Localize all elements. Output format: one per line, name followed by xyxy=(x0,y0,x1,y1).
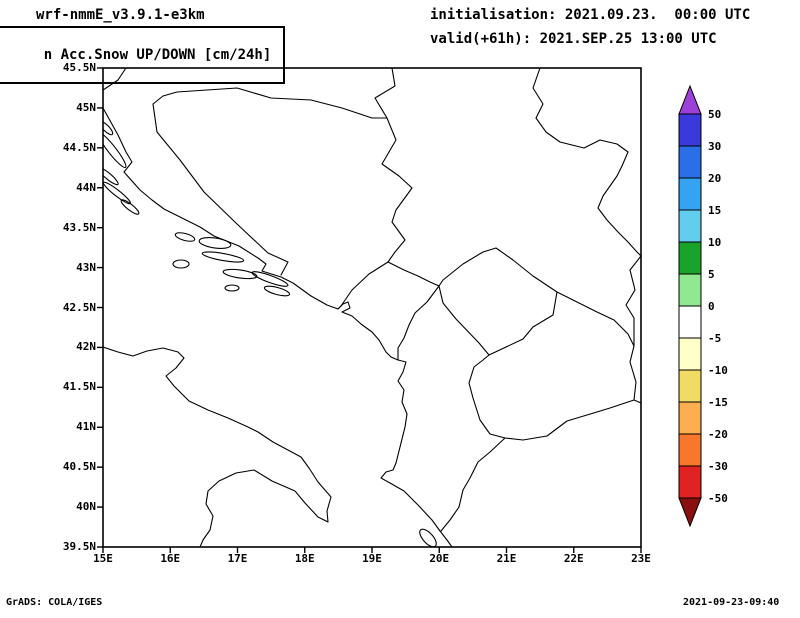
y-tick-label: 42N xyxy=(76,340,96,354)
border-slovenia-croatia xyxy=(103,68,127,91)
colorbar-segment xyxy=(678,273,702,307)
colorbar-label: -5 xyxy=(708,332,721,345)
island xyxy=(224,284,240,292)
colorbar-label: 10 xyxy=(708,236,721,249)
colorbar-segment xyxy=(678,401,702,435)
colorbar-segment xyxy=(678,241,702,275)
island xyxy=(201,251,245,263)
x-tick-label: 22E xyxy=(563,552,584,565)
x-tick-label: 15E xyxy=(93,552,113,565)
colorbar-segment xyxy=(678,113,702,147)
x-tick-label: 16E xyxy=(160,552,181,565)
island xyxy=(251,271,289,287)
y-tick-label: 43N xyxy=(76,260,96,274)
island xyxy=(103,120,114,136)
border-bulgaria-greece xyxy=(633,399,641,404)
colorbar-label: -50 xyxy=(708,492,728,505)
border-serbia-macedonia xyxy=(556,291,635,347)
border-montenegro-serbia xyxy=(387,261,440,287)
island xyxy=(198,237,232,249)
border-albania-greece xyxy=(440,437,506,532)
y-tick-label: 40N xyxy=(76,500,96,514)
colorbar-segment xyxy=(678,433,702,467)
colorbar-segment xyxy=(678,465,702,499)
colorbar-label: 15 xyxy=(708,204,721,217)
colorbar-segment xyxy=(678,369,702,403)
y-tick-label: 44.5N xyxy=(62,140,96,154)
grads-stamp: GrADS: COLA/IGES xyxy=(6,597,103,608)
y-tick-label: 45.5N xyxy=(62,61,96,74)
x-tick-label: 17E xyxy=(227,552,248,565)
border-serbia-romania xyxy=(532,68,641,257)
colorbar-segment xyxy=(678,145,702,179)
plot-border xyxy=(102,67,642,548)
product-title-box: n Acc.Snow UP/DOWN [cm/24h] xyxy=(0,26,286,84)
x-tick-label: 23E xyxy=(631,552,651,565)
island xyxy=(263,285,291,297)
x-tick-label: 18E xyxy=(294,552,315,565)
colorbar-segment xyxy=(678,337,702,371)
y-tick-label: 40.5N xyxy=(62,460,96,474)
colorbar-segment xyxy=(678,177,702,211)
colorbar-arrow-up xyxy=(678,84,702,115)
x-tick-label: 20E xyxy=(429,552,450,565)
island xyxy=(419,528,437,547)
border-montenegro-albania xyxy=(397,285,440,361)
border-bosnia-serbia xyxy=(381,117,413,263)
border-croatia-serbia xyxy=(374,68,396,119)
colorbar-segment xyxy=(678,209,702,243)
colorbar-label: 50 xyxy=(708,108,721,121)
island xyxy=(120,199,140,215)
creation-timestamp: 2021-09-23-09:40 xyxy=(683,597,780,608)
coastline-italy xyxy=(103,346,332,547)
border-bosnia-montenegro xyxy=(337,261,389,310)
border-serbia-bulgaria xyxy=(625,255,641,347)
colorbar-label: 20 xyxy=(708,172,721,185)
y-tick-label: 44N xyxy=(76,180,96,194)
colorbar-label: 30 xyxy=(708,140,721,153)
island xyxy=(172,259,190,269)
product-title: n Acc.Snow UP/DOWN [cm/24h] xyxy=(43,47,272,63)
y-tick-label: 41.5N xyxy=(62,380,96,394)
border-macedonia xyxy=(468,345,637,441)
valid-time: valid(+61h): 2021.SEP.25 13:00 UTC xyxy=(430,31,717,47)
colorbar-label: -10 xyxy=(708,364,728,377)
model-title: wrf-nmmE_v3.9.1-e3km xyxy=(36,7,205,23)
island xyxy=(103,166,119,186)
island xyxy=(174,232,196,242)
colorbar-arrow-down xyxy=(678,497,702,528)
y-tick-label: 41N xyxy=(76,420,96,434)
x-tick-label: 19E xyxy=(362,552,382,565)
border-kosovo xyxy=(438,247,558,356)
y-tick-label: 39.5N xyxy=(62,540,96,553)
colorbar-label: 0 xyxy=(708,300,715,313)
colorbar-label: -20 xyxy=(708,428,728,441)
axis-tick-marks xyxy=(97,67,642,553)
coastline-east-adriatic xyxy=(103,107,453,547)
y-tick-label: 42.5N xyxy=(62,300,96,314)
y-tick-label: 45N xyxy=(76,100,96,114)
colorbar-segment xyxy=(678,305,702,339)
colorbar-label: 5 xyxy=(708,268,715,281)
x-tick-label: 21E xyxy=(496,552,517,565)
colorbar-label: -30 xyxy=(708,460,728,473)
island xyxy=(103,131,127,169)
y-tick-label: 43.5N xyxy=(62,220,96,234)
colorbar-label: -15 xyxy=(708,396,728,409)
initialisation-time: initialisation: 2021.09.23. 00:00 UTC xyxy=(430,7,751,23)
border-croatia-bosnia xyxy=(152,87,388,276)
